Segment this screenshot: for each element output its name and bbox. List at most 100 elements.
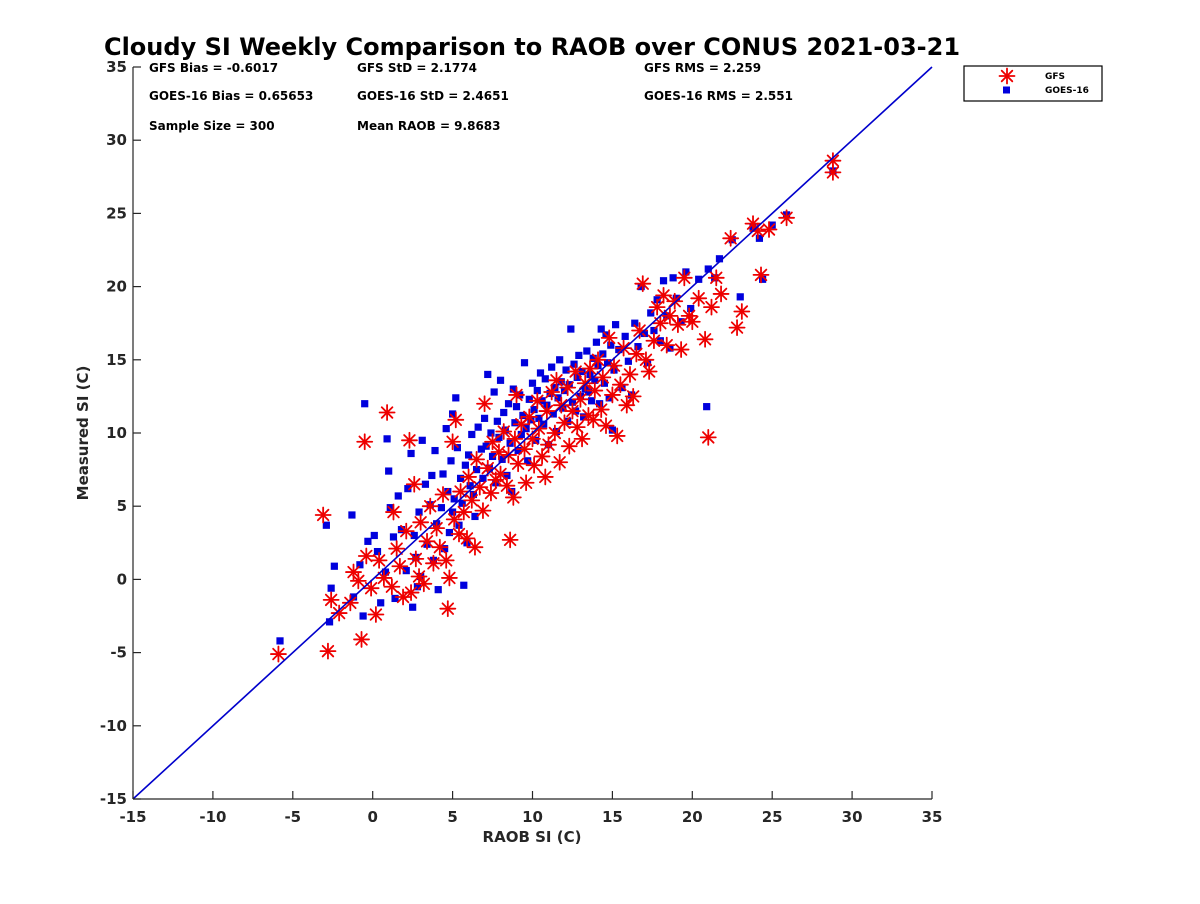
goes16-point [703,403,711,411]
stat-text: GOES-16 RMS = 2.551 [644,89,793,103]
goes16-point [643,359,652,367]
gfs-point [357,547,375,565]
stat-text: GOES-16 Bias = 0.65653 [149,89,313,103]
x-tick-label: 30 [842,808,863,826]
gfs-point [536,468,554,486]
gfs-point [584,411,602,429]
goes16-point [556,356,564,364]
goes16-point [621,332,629,340]
gfs-point [439,600,457,618]
goes16-point [736,293,744,301]
goes16-point [468,430,476,439]
goes16-point [364,537,372,545]
goes16-point [431,446,439,455]
goes16-point [452,394,460,402]
goes16-point [592,338,601,346]
gfs-point [760,221,778,238]
gfs-point [504,489,522,506]
gfs-point [560,437,578,455]
goes16-point [404,485,412,493]
gfs-point [444,433,462,451]
data-points [270,152,842,663]
gfs-point [466,538,484,556]
goes16-point [472,466,481,474]
gfs-point [330,604,348,622]
gfs-point [378,404,396,421]
gfs-point [445,510,463,528]
goes16-point [695,275,703,283]
goes16-point [458,499,466,507]
gfs-point [564,402,581,420]
gfs-point [341,594,359,612]
goes16-point [322,521,330,529]
x-tick-label: 0 [367,808,377,826]
y-tick-label: 15 [106,351,127,369]
gfs-point [418,532,436,550]
goes16-point [327,584,335,592]
goes16-point [439,470,447,478]
gfs-point [506,430,524,448]
gfs-point [637,351,655,369]
gfs-point [752,266,770,284]
goes16-point [517,430,525,439]
y-tick-label: -5 [110,644,127,662]
goes16-point [493,417,501,425]
goes16-point [484,370,492,379]
goes16-point [397,526,406,534]
goes16-point [568,398,577,406]
y-tick-label: 0 [117,570,127,588]
gfs-point [675,269,693,287]
gfs-point [463,491,481,509]
goes16-point [461,461,469,469]
goes16-point [348,511,356,519]
goes16-point [596,400,604,408]
legend-goes16-marker [1003,86,1010,94]
gfs-point [412,513,430,531]
gfs-point [597,417,615,435]
legend: GFS GOES-16 [963,65,1103,102]
goes16-point [391,594,399,603]
gfs-point [728,319,746,336]
gfs-point [551,453,569,471]
goes16-point [464,451,473,459]
legend-box [963,65,1103,102]
gfs-point [559,379,577,397]
goes16-point [441,545,449,553]
goes16-point [591,376,599,384]
gfs-point [594,368,612,386]
goes16-point [589,354,597,362]
goes16-point [715,255,724,263]
gfs-point [733,303,751,320]
gfs-point [407,550,425,568]
gfs-point [431,538,449,556]
gfs-point [383,578,401,596]
gfs-point [648,298,666,316]
x-tick-label: 35 [922,808,943,826]
goes16-point [650,326,658,335]
gfs-point [349,572,367,590]
goes16-point [394,492,402,500]
goes16-point [565,381,573,389]
gfs-point [441,569,458,587]
goes16-point [496,376,505,384]
goes16-point [575,351,583,360]
goes16-point [541,375,549,383]
y-axis-label: Measured SI (C) [74,366,92,501]
goes16-point [554,394,562,402]
gfs-point [604,386,621,404]
gfs-point [492,465,509,483]
y-tick-label: 5 [117,497,127,515]
goes16-point [687,304,695,313]
gfs-point [703,298,720,316]
gfs-point [683,313,701,331]
goes16-point [514,446,522,455]
gfs-point [437,551,455,569]
gfs-point [669,316,687,334]
gfs-point [627,345,645,363]
goes16-point [482,442,490,450]
goes16-point [640,329,648,338]
goes16-point [474,423,482,431]
goes16-point [530,405,538,414]
